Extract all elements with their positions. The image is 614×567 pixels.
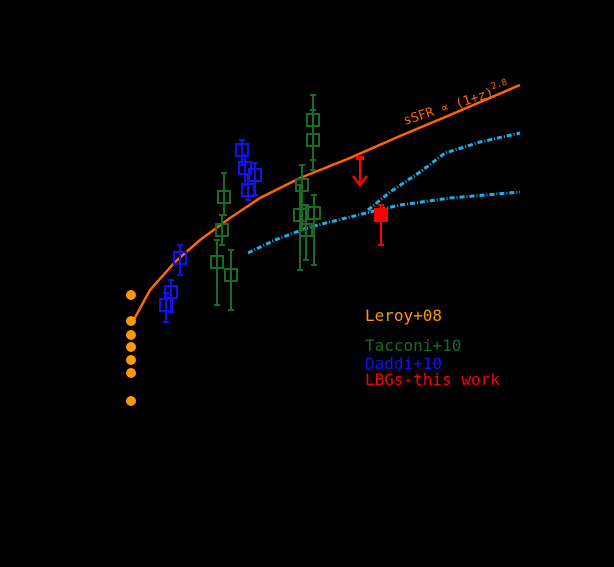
data-point-leroy — [126, 396, 136, 406]
data-point-daddi- — [173, 251, 187, 265]
data-point-tacconi- — [306, 133, 320, 147]
upper-limit-cap — [356, 156, 364, 160]
model-curve-1 — [367, 131, 521, 212]
data-point-tacconi- — [295, 178, 309, 192]
model-curve-2 — [247, 190, 521, 255]
arrow-head-icon — [352, 175, 368, 188]
legend-lbgs: LBGs-this work — [365, 370, 500, 389]
data-point-leroy — [126, 342, 136, 352]
data-point-leroy — [126, 368, 136, 378]
legend-daddi: Daddi+10 — [365, 354, 443, 373]
data-point-tacconi- — [210, 255, 224, 269]
data-point-leroy — [126, 330, 136, 340]
ssfr-curve — [130, 83, 521, 324]
data-point-daddi- — [241, 183, 255, 197]
legend-leroy: Leroy+08 — [365, 306, 443, 325]
data-point-lbgs-this-work — [374, 208, 388, 222]
data-point-tacconi- — [299, 223, 313, 237]
data-point-leroy — [126, 316, 136, 326]
data-point-leroy — [126, 355, 136, 365]
data-point-tacconi- — [307, 206, 321, 220]
legend-tacconi: Tacconi+10 — [365, 336, 462, 355]
data-point-tacconi- — [224, 268, 238, 282]
data-point-tacconi- — [215, 223, 229, 237]
ssfr-annotation: sSFR ∝ (1+z)2.8 — [401, 78, 511, 129]
data-point-daddi- — [159, 298, 173, 312]
data-point-leroy — [126, 290, 136, 300]
data-point-tacconi- — [217, 190, 231, 204]
